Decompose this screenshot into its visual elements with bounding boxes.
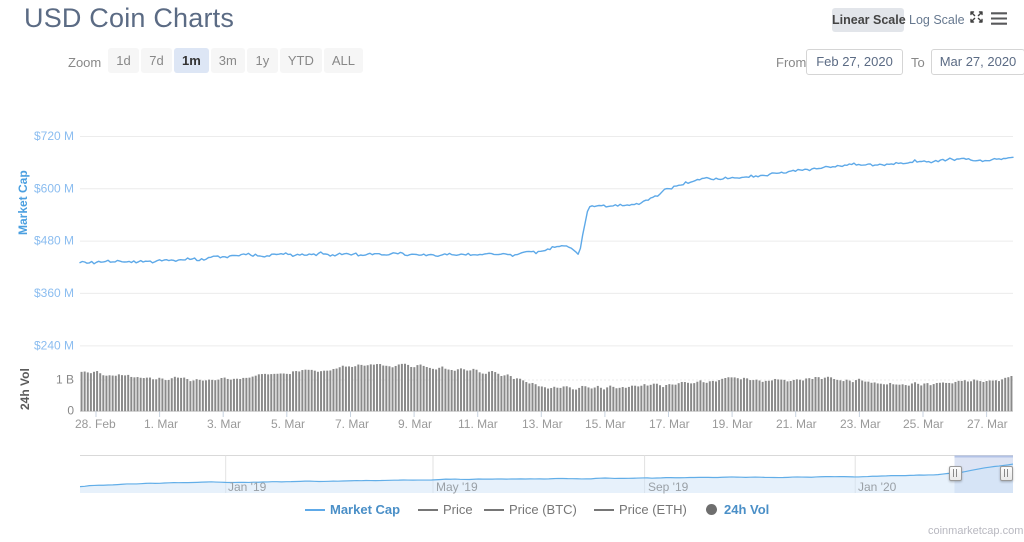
svg-text:$480 M: $480 M bbox=[34, 234, 74, 248]
svg-text:$360 M: $360 M bbox=[34, 286, 74, 300]
svg-text:0: 0 bbox=[67, 404, 74, 418]
svg-text:$600 M: $600 M bbox=[34, 181, 74, 195]
svg-text:$720 M: $720 M bbox=[34, 129, 74, 143]
svg-text:1 B: 1 B bbox=[56, 373, 74, 387]
svg-text:$240 M: $240 M bbox=[34, 340, 74, 353]
